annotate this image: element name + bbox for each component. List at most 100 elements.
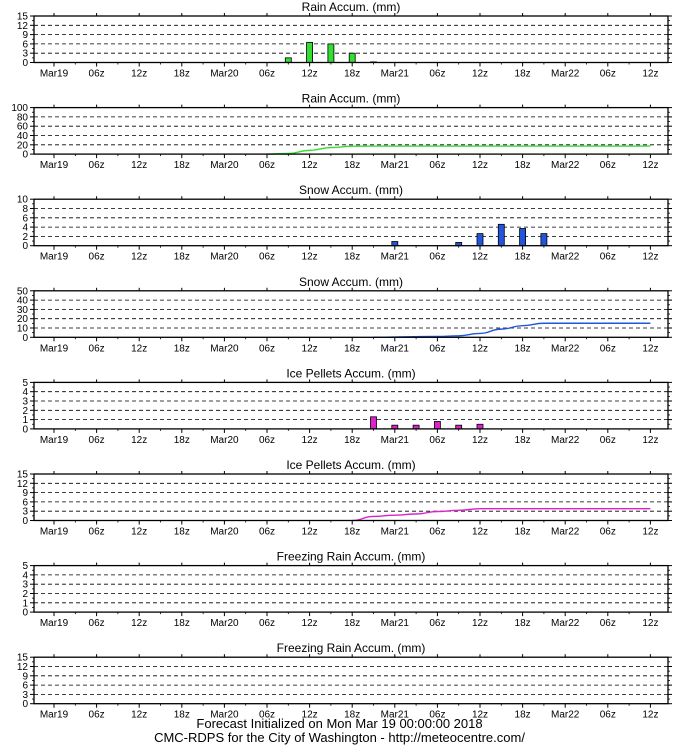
y-tick-label: 9: [22, 488, 28, 499]
x-tick-label: Mar21: [381, 618, 410, 629]
y-tick-label: 6: [22, 213, 28, 224]
y-tick-label: 6: [22, 497, 28, 508]
x-tick-label: 12z: [131, 435, 147, 446]
x-tick-label: 12z: [642, 710, 658, 721]
y-tick-label: 0: [22, 150, 28, 161]
chart-title: Rain Accum. (mm): [302, 0, 401, 14]
chart-title: Snow Accum. (mm): [299, 183, 403, 197]
x-tick-label: Mar21: [381, 343, 410, 354]
chart-title: Ice Pellets Accum. (mm): [286, 366, 415, 380]
y-tick-label: 9: [22, 30, 28, 41]
x-tick-label: Mar21: [381, 710, 410, 721]
x-tick-label: 06z: [429, 618, 445, 629]
y-tick-label: 0: [22, 699, 28, 710]
x-tick-label: 18z: [515, 252, 531, 263]
y-tick-label: 5: [22, 561, 28, 572]
x-tick-label: 12z: [302, 527, 318, 538]
series-line: [352, 508, 651, 522]
y-tick-label: 4: [22, 387, 28, 398]
x-tick-label: 12z: [472, 160, 488, 171]
x-tick-label: 12z: [131, 527, 147, 538]
x-tick-label: Mar22: [551, 252, 580, 263]
bar: [284, 57, 292, 63]
x-tick-label: 06z: [89, 69, 105, 80]
x-tick-label: 06z: [259, 252, 275, 263]
series-line: [373, 322, 651, 338]
x-tick-label: 18z: [174, 435, 190, 446]
x-tick-label: 12z: [131, 69, 147, 80]
x-tick-label: 18z: [174, 527, 190, 538]
x-tick-label: Mar22: [551, 618, 580, 629]
x-tick-label: 06z: [600, 252, 616, 263]
plot-frame: [33, 15, 669, 64]
x-tick-label: Mar22: [551, 710, 580, 721]
x-tick-label: Mar21: [381, 527, 410, 538]
y-tick-label: 0: [22, 333, 28, 344]
x-tick-label: Mar19: [40, 435, 69, 446]
x-tick-label: 18z: [344, 343, 360, 354]
x-tick-label: 12z: [642, 160, 658, 171]
x-tick-label: 06z: [600, 435, 616, 446]
chart-title: Snow Accum. (mm): [299, 275, 403, 289]
y-tick-label: 30: [17, 305, 29, 316]
bar: [327, 43, 335, 63]
x-tick-label: 12z: [472, 343, 488, 354]
x-tick-label: 18z: [515, 435, 531, 446]
x-tick-label: 06z: [89, 343, 105, 354]
x-tick-label: 12z: [131, 618, 147, 629]
y-tick-label: 3: [22, 690, 28, 701]
x-tick-label: 06z: [429, 252, 445, 263]
x-tick-label: Mar20: [210, 252, 239, 263]
x-tick-label: 18z: [515, 618, 531, 629]
x-tick-label: 06z: [259, 160, 275, 171]
x-tick-label: Mar20: [210, 343, 239, 354]
x-tick-label: 06z: [600, 343, 616, 354]
chart-title: Freezing Rain Accum. (mm): [277, 641, 426, 655]
y-tick-label: 15: [17, 470, 29, 481]
plot-frame: [33, 656, 669, 705]
x-tick-label: 06z: [429, 527, 445, 538]
y-tick-label: 2: [22, 406, 28, 417]
x-tick-label: 12z: [642, 618, 658, 629]
x-tick-label: Mar19: [40, 527, 69, 538]
x-tick-label: Mar20: [210, 69, 239, 80]
plot-frame: [33, 473, 669, 522]
x-tick-label: 18z: [174, 160, 190, 171]
x-tick-label: 18z: [344, 527, 360, 538]
bar: [370, 416, 377, 430]
x-tick-label: 06z: [259, 527, 275, 538]
y-tick-label: 9: [22, 671, 28, 682]
x-tick-label: 06z: [259, 343, 275, 354]
x-tick-label: 12z: [302, 160, 318, 171]
x-tick-label: 06z: [89, 160, 105, 171]
x-tick-label: 18z: [515, 69, 531, 80]
y-tick-label: 3: [22, 49, 28, 60]
y-tick-label: 15: [17, 653, 29, 664]
y-tick-label: 50: [17, 286, 29, 297]
y-tick-label: 4: [22, 223, 28, 234]
bar: [476, 233, 484, 247]
x-tick-label: Mar19: [40, 69, 69, 80]
x-tick-label: 06z: [429, 710, 445, 721]
y-tick-label: 0: [22, 424, 28, 435]
x-tick-label: 06z: [259, 710, 275, 721]
x-tick-label: 12z: [642, 69, 658, 80]
x-tick-label: Mar21: [381, 252, 410, 263]
bar: [306, 41, 314, 63]
x-tick-label: 18z: [344, 160, 360, 171]
x-tick-label: 12z: [302, 618, 318, 629]
x-tick-label: 06z: [600, 160, 616, 171]
bar: [540, 233, 548, 247]
x-tick-label: 06z: [259, 618, 275, 629]
plot-frame: [33, 564, 669, 613]
x-tick-label: Mar19: [40, 618, 69, 629]
x-tick-label: 12z: [302, 435, 318, 446]
chart-title: Freezing Rain Accum. (mm): [277, 550, 426, 564]
x-tick-label: 18z: [344, 435, 360, 446]
